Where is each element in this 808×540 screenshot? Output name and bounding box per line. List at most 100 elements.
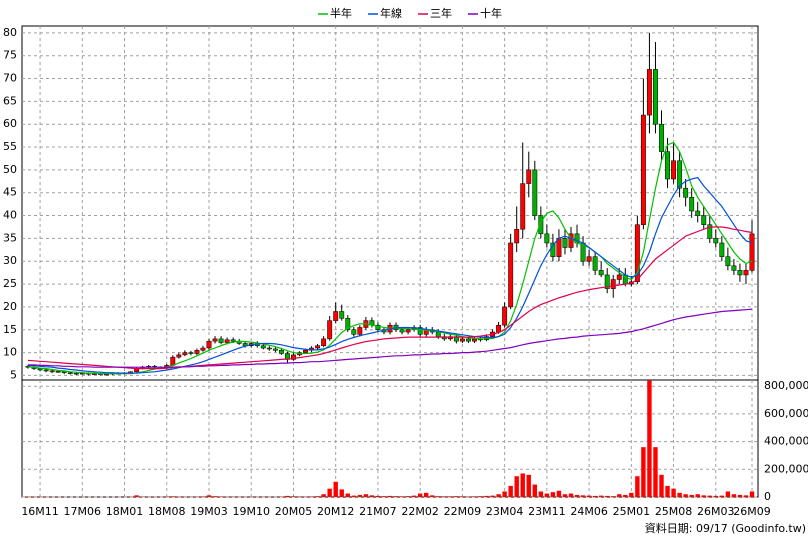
legend-item: 半年 (318, 6, 352, 20)
candle-body (291, 354, 296, 360)
volume-bar (321, 494, 326, 497)
candle-body (194, 350, 200, 354)
x-tick-label: 25M08 (655, 505, 693, 518)
candle-body (592, 256, 598, 271)
volume-bar (689, 494, 694, 497)
candle-body (321, 338, 327, 346)
candle-body (200, 347, 206, 351)
volume-bar (315, 496, 320, 497)
candle-body (43, 369, 49, 372)
candle-body (375, 324, 381, 331)
volume-bar (647, 380, 652, 497)
candle-body (719, 242, 725, 257)
candle-body (502, 306, 508, 326)
x-tick-label: 21M07 (359, 505, 397, 518)
candle-body (749, 233, 755, 271)
volume-bar (375, 495, 381, 497)
candle-body (218, 338, 224, 343)
candle-body (671, 160, 677, 180)
candle-body (230, 339, 236, 342)
volume-bar (580, 495, 586, 497)
volume-bar (496, 494, 501, 497)
ma-line (27, 176, 753, 374)
volume-bar (218, 496, 224, 497)
candle-body (646, 69, 652, 116)
y-tick-label: 55 (3, 140, 17, 153)
candle-body (272, 348, 278, 351)
volume-bar (592, 495, 598, 497)
candle-body (212, 338, 218, 342)
candle-body (725, 256, 731, 267)
volume-bar (605, 495, 610, 497)
x-tick-label: 26M09 (733, 505, 771, 518)
volume-bar (430, 495, 435, 497)
candle-body (206, 340, 212, 349)
volume-bar (351, 495, 356, 497)
volume-bar (502, 491, 507, 497)
volume-bar (466, 496, 471, 497)
x-tick-label: 16M11 (21, 505, 59, 518)
candle-body (260, 345, 266, 349)
candle-body (707, 224, 713, 239)
candle-body (610, 279, 616, 289)
volume-bar (369, 495, 375, 497)
x-tick-label: 18M08 (148, 505, 186, 518)
volume-bar (665, 485, 670, 497)
candle-body (713, 238, 719, 244)
candle-body (49, 370, 55, 373)
volume-bar (526, 474, 531, 497)
volume-bar (291, 496, 296, 497)
y-tick-label: 10 (3, 346, 17, 359)
volume-bar (677, 492, 682, 497)
candle-body (520, 183, 526, 230)
candle-body (532, 169, 538, 216)
y-tick-label: 40 (3, 209, 17, 222)
y-tick-label: 50 (3, 163, 17, 176)
volume-bar (713, 495, 718, 497)
candle-body (514, 229, 520, 244)
x-tick-label: 22M02 (401, 505, 439, 518)
y-tick-label: 20 (3, 300, 17, 313)
legend-item: 年線 (368, 6, 402, 20)
volume-bar (170, 496, 175, 497)
candle-body (496, 324, 502, 333)
volume-bar (538, 491, 544, 497)
volume-bar (611, 496, 616, 497)
x-tick-label: 20M12 (317, 505, 355, 518)
volume-bar (405, 496, 411, 497)
volume-bar (653, 447, 658, 497)
candle-body (640, 114, 646, 225)
candle-body (604, 274, 610, 289)
x-tick-label: 19M03 (190, 505, 228, 518)
candle-body (417, 327, 423, 335)
volume-bar (586, 495, 592, 497)
x-tick-label: 17M06 (64, 505, 102, 518)
y2-tick-label: 0 (764, 490, 771, 503)
volume-bar (448, 496, 453, 497)
candle-body (399, 329, 405, 333)
candle-body (472, 338, 477, 342)
y-tick-label: 25 (3, 277, 17, 290)
candle-body (556, 238, 562, 257)
candle-body (278, 350, 284, 354)
volume-bar (472, 496, 477, 497)
volume-bar (508, 485, 513, 497)
legend-item: 三年 (418, 6, 452, 20)
volume-bar (387, 495, 393, 497)
candle-body (73, 372, 79, 375)
candle-body (67, 372, 73, 374)
volume-bar (393, 496, 399, 497)
volume-bar (532, 484, 537, 497)
volume-bar (381, 496, 387, 497)
volume-bar (749, 491, 755, 497)
volume-bar (731, 494, 737, 497)
volume-bar (484, 495, 489, 497)
y-tick-label: 15 (3, 323, 17, 336)
y-tick-label: 30 (3, 254, 17, 267)
volume-bar (206, 495, 212, 497)
candle-body (731, 265, 737, 271)
candle-body (743, 270, 749, 276)
candle-body (689, 197, 695, 212)
candle-body (345, 318, 351, 331)
candle-body (465, 338, 471, 342)
